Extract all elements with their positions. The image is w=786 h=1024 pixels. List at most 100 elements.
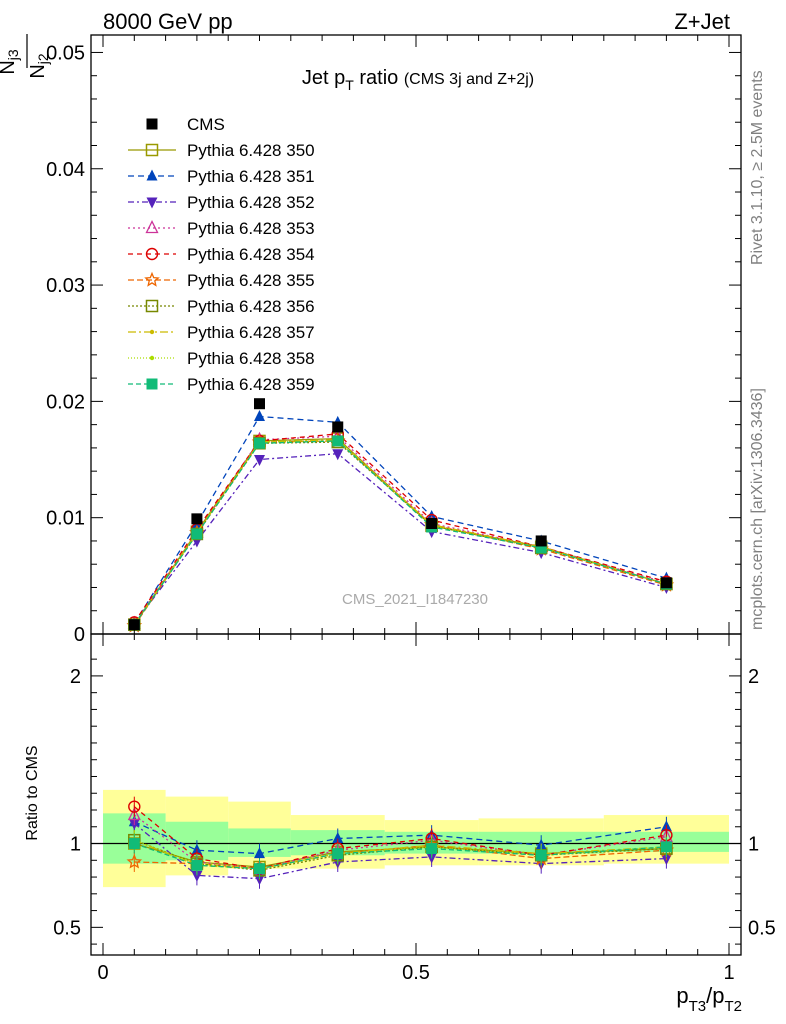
title-small: (CMS 3j and Z+2j): [404, 71, 534, 88]
y-tick-label: 0.03: [46, 275, 85, 297]
ratio-ylabel: Ratio to CMS: [24, 745, 41, 840]
legend-marker: [146, 118, 158, 130]
ylabel-den-sub: j2: [35, 53, 51, 65]
legend-label: Pythia 6.428 351: [187, 167, 315, 186]
main-ylabel-den: Nj2: [27, 53, 51, 79]
legend-label: Pythia 6.428 352: [187, 193, 315, 212]
legend-entry-cms: CMS: [146, 115, 225, 134]
xlabel-mid: /p: [706, 983, 724, 1008]
ratio-series-point: [254, 847, 265, 859]
legend-entry: Pythia 6.428 359: [128, 375, 315, 394]
ratio-y-tick-label-right: 0.5: [748, 917, 776, 939]
legend-label: Pythia 6.428 353: [187, 219, 315, 238]
legend-marker: [145, 143, 159, 157]
title-sub: T: [345, 77, 354, 93]
header-left: 8000 GeV pp: [103, 9, 233, 34]
watermark: CMS_2021_I1847230: [342, 591, 488, 608]
legend-label: Pythia 6.428 357: [187, 323, 315, 342]
main-title: Jet pT ratio (CMS 3j and Z+2j): [302, 67, 534, 93]
data-point: [426, 518, 438, 530]
y-tick-label: 0.04: [46, 159, 85, 181]
legend-label: Pythia 6.428 355: [187, 271, 315, 290]
data-point: [254, 398, 265, 410]
legend-entry: Pythia 6.428 354: [128, 245, 315, 264]
ratio-series-point: [660, 841, 672, 853]
legend-marker: [146, 378, 158, 390]
legend: CMS Pythia 6.428 350 Pythia 6.428 351 Pythi…: [128, 115, 315, 394]
ratio-y-tick-label: 2: [70, 666, 81, 688]
legend-label: CMS: [187, 115, 225, 134]
axes: 0 0.01 0.02 0.03 0.04 0.05 0 0.5 1 0.5 0.5 1 1 2 2: [46, 34, 776, 984]
header-right: Z+Jet: [674, 9, 730, 34]
data-point: [191, 513, 203, 525]
legend-entry: Pythia 6.428 352: [128, 193, 315, 212]
legend-marker: [149, 329, 155, 335]
y-tick-label: 0.01: [46, 508, 85, 530]
legend-label: Pythia 6.428 356: [187, 297, 315, 316]
legend-entry: Pythia 6.428 357: [128, 323, 315, 342]
legend-entry: Pythia 6.428 350: [128, 141, 315, 160]
ratio-series-point: [535, 849, 547, 861]
legend-entry: Pythia 6.428 353: [128, 219, 315, 238]
legend-marker: [145, 247, 159, 261]
ratio-series-point: [191, 859, 203, 871]
main-ylabel: Nj3: [0, 49, 21, 75]
ratio-series-point: [332, 832, 344, 844]
ratio-series-point: [126, 853, 143, 869]
xlabel-sub2: T2: [724, 998, 742, 1015]
title-main: Jet p: [302, 67, 345, 89]
y-tick-label: 0: [74, 624, 85, 646]
series-point: [254, 437, 265, 449]
ratio-series-point: [127, 807, 141, 821]
legend-label: Pythia 6.428 354: [187, 245, 315, 264]
data-point: [535, 535, 547, 547]
series-point: [332, 449, 344, 461]
data-point: [128, 619, 140, 631]
legend-label: Pythia 6.428 358: [187, 349, 315, 368]
x-tick-label: 0.5: [402, 962, 430, 984]
series-point: [191, 528, 203, 540]
ratio-frame: [90, 633, 742, 956]
ratio-series-point: [254, 863, 265, 875]
xlabel-main: p: [676, 983, 688, 1008]
ratio-y-tick-label: 1: [70, 834, 81, 856]
legend-marker: [146, 169, 158, 181]
main-plot-area: [126, 398, 675, 633]
legend-entry: Pythia 6.428 355: [128, 271, 315, 290]
legend-entry: Pythia 6.428 351: [128, 167, 315, 186]
ratio-series-point: [191, 870, 203, 882]
mcplots-label: mcplots.cern.ch [arXiv:1306.3436]: [749, 388, 766, 630]
series-point: [254, 409, 265, 421]
xlabel-sub1: T3: [689, 998, 707, 1015]
legend-marker: [149, 355, 155, 361]
legend-marker: [146, 197, 158, 209]
ratio-series-point: [128, 838, 140, 850]
series-point: [332, 435, 344, 447]
legend-marker: [145, 299, 159, 313]
ylabel-num-sub: j3: [5, 49, 21, 61]
series-point: [254, 455, 265, 467]
y-tick-label: 0.05: [46, 42, 85, 64]
title-main2: ratio: [354, 67, 398, 89]
x-tick-label: 0: [97, 962, 108, 984]
legend-entry: Pythia 6.428 356: [128, 297, 315, 316]
ratio-y-tick-label-right: 2: [748, 666, 759, 688]
x-tick-label: 1: [723, 962, 734, 984]
y-tick-label: 0.02: [46, 391, 85, 413]
ratio-series-point: [128, 800, 141, 813]
ylabel-num: N: [0, 60, 19, 74]
data-point: [660, 577, 672, 589]
legend-label: Pythia 6.428 350: [187, 141, 315, 160]
ratio-y-tick-label: 0.5: [53, 917, 81, 939]
ratio-series-point: [426, 843, 438, 855]
legend-entry: Pythia 6.428 358: [128, 349, 315, 368]
x-axis-label: pT3/pT2: [676, 983, 742, 1015]
legend-marker: [144, 271, 160, 287]
svg-text:Nj3: Nj3: [0, 49, 21, 75]
legend-marker: [145, 220, 159, 234]
svg-text:Nj2: Nj2: [27, 53, 51, 79]
ratio-series-point: [332, 848, 344, 860]
legend-label: Pythia 6.428 359: [187, 375, 315, 394]
ylabel-den: N: [27, 64, 49, 78]
